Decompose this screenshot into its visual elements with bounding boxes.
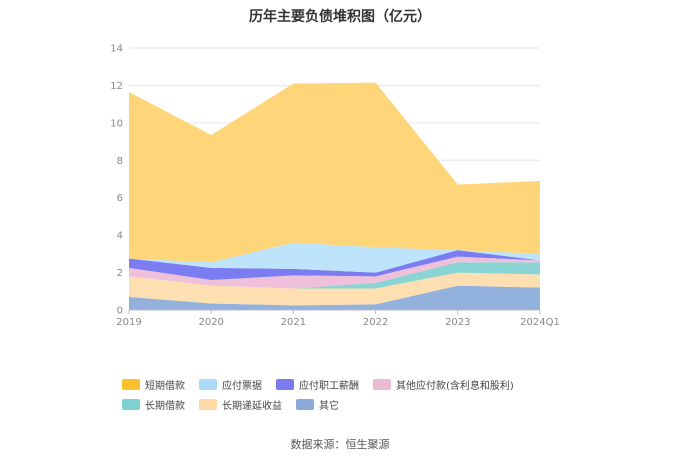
- area-series-5: [129, 242, 540, 273]
- area-series-6: [129, 82, 540, 263]
- y-tick-label-6: 12: [110, 81, 123, 92]
- chart-title: 历年主要负债堆积图（亿元）: [249, 9, 431, 25]
- x-tick-label-3: 2022: [363, 317, 388, 328]
- y-tick-label-0: 0: [117, 306, 123, 317]
- legend-label-1: 应付票据: [222, 381, 262, 392]
- x-tick-label-0: 2019: [116, 317, 141, 328]
- area-series-3: [129, 256, 540, 289]
- x-tick-label-2: 2021: [281, 317, 306, 328]
- area-series-0: [129, 285, 540, 310]
- legend-label-5: 长期递延收益: [222, 401, 282, 412]
- legend-swatch-0: [122, 379, 140, 390]
- legend-label-3: 其他应付款(含利息和股利): [396, 381, 514, 392]
- y-tick-label-4: 8: [117, 156, 123, 167]
- legend-label-2: 应付职工薪酬: [299, 381, 359, 392]
- legend-item-2[interactable]: 应付职工薪酬: [276, 378, 359, 392]
- legend-swatch-1: [199, 379, 217, 390]
- area-series-1: [129, 272, 540, 306]
- y-tick-label-2: 4: [117, 231, 123, 242]
- y-tick-label-7: 14: [110, 44, 123, 55]
- legend-label-6: 其它: [319, 401, 339, 412]
- legend-item-5[interactable]: 长期递延收益: [199, 398, 282, 412]
- data-source: 数据来源：恒生聚源: [290, 438, 390, 451]
- area-series-4: [129, 250, 540, 281]
- x-tick-label-1: 2020: [198, 317, 223, 328]
- legend-label-4: 长期借款: [145, 401, 185, 412]
- legend-swatch-4: [122, 399, 140, 410]
- legend-swatch-3: [373, 379, 391, 390]
- legend-swatch-6: [296, 399, 314, 410]
- y-tick-label-3: 6: [117, 193, 123, 204]
- y-tick-label-5: 10: [110, 118, 123, 129]
- area-series-2: [129, 262, 540, 289]
- legend-swatch-5: [199, 399, 217, 410]
- legend-swatch-2: [276, 379, 294, 390]
- legend-item-4[interactable]: 长期借款: [122, 398, 185, 412]
- legend-item-6[interactable]: 其它: [296, 398, 339, 412]
- legend-label-0: 短期借款: [145, 381, 185, 392]
- x-tick-label-5: 2024Q1: [520, 317, 560, 328]
- legend-item-0[interactable]: 短期借款: [122, 378, 185, 392]
- legend: 短期借款 应付票据 应付职工薪酬 其他应付款(含利息和股利) 长期借款 长期递延收益 其它: [122, 378, 582, 412]
- x-tick-label-4: 2023: [445, 317, 470, 328]
- legend-item-1[interactable]: 应付票据: [199, 378, 262, 392]
- legend-item-3[interactable]: 其他应付款(含利息和股利): [373, 378, 514, 392]
- y-tick-label-1: 2: [117, 268, 123, 279]
